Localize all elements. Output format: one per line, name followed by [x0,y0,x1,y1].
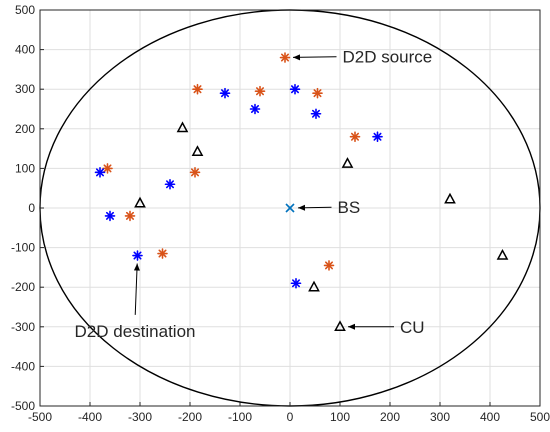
y-tick-label: -100 [11,241,35,255]
axes-frame [39,9,541,407]
asterisk-point [102,163,113,174]
x-point [285,203,295,213]
x-tick-label: -300 [128,410,152,424]
asterisk-point [372,131,383,143]
asterisk-point [289,83,301,95]
asterisk-point [219,87,231,99]
asterisk-stroke [324,261,334,270]
x-tick-label: -400 [78,410,102,424]
asterisk-point [349,131,361,143]
asterisk-stroke [311,109,321,118]
x-stroke [285,203,295,213]
y-tick-labels: -500 -400 -300 -200 -100 0 100 200 300 400 500 [11,3,35,413]
asterisk-stroke [221,89,229,98]
triangle-point [496,248,509,260]
data-points [94,52,509,332]
y-tick-label: 0 [28,201,35,215]
asterisk-point [254,85,266,97]
asterisk-stroke [280,53,290,62]
asterisk-point [94,167,106,178]
asterisk-point [164,178,176,190]
x-tick-label: -500 [28,410,52,424]
y-tick-label: 400 [15,43,35,57]
asterisk-point [323,260,335,271]
y-tick-label: 100 [15,161,35,175]
triangle-point [176,121,189,133]
annotation-label: CU [400,318,425,337]
annotation-label: D2D source [343,48,433,67]
y-tick-label: -500 [11,399,35,413]
x-tick-label: -100 [228,410,252,424]
y-tick-label: 500 [15,3,35,17]
annotation-arrow-line [134,263,138,315]
asterisk-stroke [290,85,300,94]
asterisk-stroke [96,168,104,177]
triangle-point [341,157,354,168]
asterisk-point [189,167,201,178]
asterisk-stroke [126,211,134,220]
y-tick-label: -400 [11,359,35,373]
annotation-arrow-line [292,56,337,58]
x-tick-label: 300 [430,410,450,424]
triangle-point [334,320,346,332]
annotation-label: D2D destination [75,322,196,341]
asterisk-stroke [291,279,301,288]
asterisk-stroke [251,105,260,113]
asterisk-point [290,277,302,289]
x-tick-label: 500 [530,410,550,424]
asterisk-stroke [193,85,202,94]
asterisk-stroke [350,132,360,141]
annotation-arrowhead [297,204,306,211]
asterisk-stroke [166,180,174,189]
annotations: D2D source BS D2D destination CU [75,48,433,341]
asterisk-point [157,248,168,259]
asterisk-stroke [255,87,265,96]
triangle-point [308,280,320,292]
asterisk-stroke [106,211,114,220]
annotation-arrowhead [348,323,355,330]
annotation-label: BS [338,198,361,217]
asterisk-point [310,108,322,120]
annotation-arrowhead [292,54,301,61]
x-tick-label: 100 [330,410,350,424]
asterisk-stroke [373,132,382,141]
triangle-point [444,192,456,204]
asterisk-point [192,83,203,95]
asterisk-point [132,250,143,261]
triangle-point [191,145,204,157]
asterisk-point [249,103,261,115]
x-tick-label: 400 [480,410,500,424]
asterisk-point [104,210,116,222]
asterisk-stroke [191,168,199,177]
x-tick-label: 200 [380,410,400,424]
y-tick-label: -300 [11,320,35,334]
x-tick-label: -200 [178,410,202,424]
asterisk-stroke [133,251,142,260]
x-tick-labels: -500 -400 -300 -200 -100 0 100 200 300 400 500 [28,410,550,424]
asterisk-point [279,52,291,63]
asterisk-point [312,87,323,99]
triangle-point [134,196,146,208]
x-tick-label: 0 [287,410,294,424]
y-tick-label: -200 [11,280,35,294]
asterisk-stroke [158,249,167,258]
asterisk-stroke [103,164,112,173]
annotation-arrowhead [133,263,140,271]
asterisk-point [124,210,136,222]
y-tick-label: 200 [15,122,35,136]
asterisk-stroke [313,89,322,98]
y-tick-label: 300 [15,82,35,96]
